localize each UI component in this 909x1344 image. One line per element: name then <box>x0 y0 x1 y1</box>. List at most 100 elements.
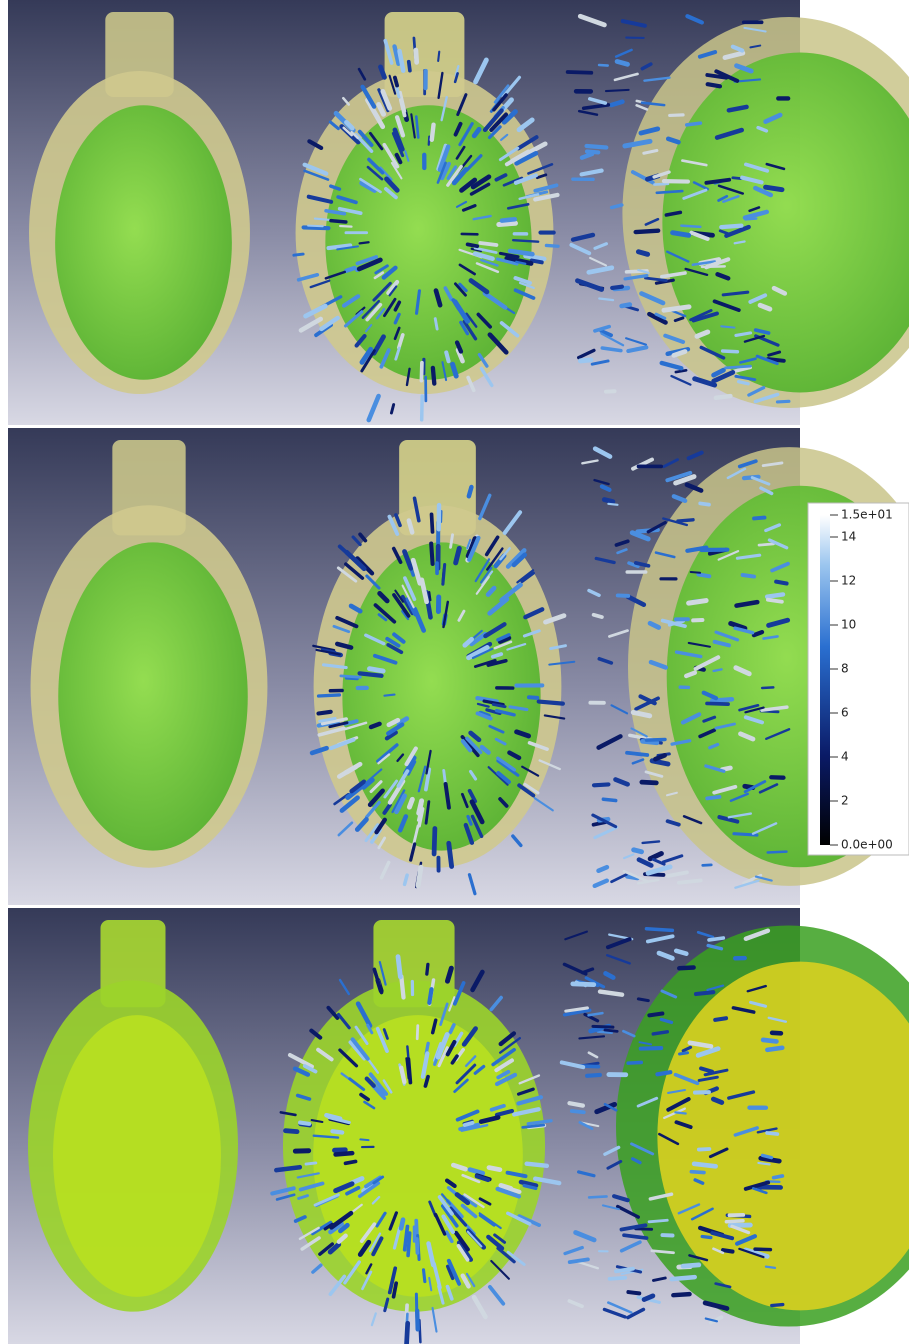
arrow <box>699 1149 710 1150</box>
arrow <box>369 669 383 671</box>
vessel-inner <box>325 105 531 380</box>
arrow <box>767 594 783 596</box>
arrow <box>646 929 672 931</box>
arrow <box>493 654 501 657</box>
arrow <box>698 574 709 576</box>
arrow <box>429 989 431 1003</box>
arrow <box>570 1259 588 1262</box>
arrow <box>653 1032 667 1034</box>
arrow <box>395 78 397 86</box>
arrow <box>318 712 330 714</box>
arrow <box>683 1265 699 1266</box>
arrow <box>417 1311 418 1330</box>
arrow <box>767 1133 777 1134</box>
arrow <box>409 799 412 807</box>
arrow <box>715 1018 726 1020</box>
arrow <box>336 1153 353 1154</box>
arrow <box>647 739 665 740</box>
arrow <box>707 75 726 78</box>
arrow <box>432 125 434 140</box>
arrow <box>696 992 713 994</box>
arrow <box>501 1185 511 1188</box>
arrow <box>691 1172 704 1173</box>
arrow <box>502 219 515 220</box>
arrow <box>687 123 701 125</box>
arrow <box>642 782 656 783</box>
arrow <box>407 1323 408 1344</box>
arrow <box>405 875 407 884</box>
arrow <box>767 1048 782 1050</box>
arrow <box>401 1068 404 1082</box>
arrow <box>633 712 649 715</box>
arrow <box>424 1270 425 1282</box>
arrow <box>469 487 472 496</box>
arrow <box>612 287 622 288</box>
arrow <box>774 1176 783 1178</box>
arrow <box>539 702 563 704</box>
arrow <box>686 673 695 676</box>
arrow <box>468 244 478 246</box>
arrow <box>489 1168 500 1170</box>
arrow <box>638 999 648 1001</box>
arrow <box>434 828 435 854</box>
arrow <box>480 243 496 245</box>
arrow <box>726 366 751 368</box>
arrow <box>676 951 686 954</box>
arrow <box>433 368 434 384</box>
arrow <box>680 1053 688 1054</box>
arrow <box>762 1155 771 1157</box>
arrow <box>346 1161 356 1163</box>
arrow <box>532 261 542 263</box>
arrow <box>766 187 782 189</box>
arrow <box>319 695 340 696</box>
render-panels <box>8 0 909 1344</box>
arrow <box>733 178 741 179</box>
arrow <box>755 1249 770 1250</box>
colorbar-tick-label: 0.0e+00 <box>841 838 893 852</box>
colorbar: 1.5e+0114121086420.0e+00 <box>808 503 909 855</box>
arrow <box>341 676 360 677</box>
arrow <box>589 1196 606 1197</box>
arrow <box>617 61 627 64</box>
arrow <box>627 753 647 755</box>
colorbar-tick-label: 4 <box>841 750 849 764</box>
arrow <box>643 841 659 842</box>
arrow <box>499 223 516 224</box>
arrow <box>675 1112 685 1113</box>
arrow <box>408 1233 410 1255</box>
arrow <box>723 351 738 352</box>
arrow <box>768 852 787 853</box>
arrow <box>443 564 445 584</box>
arrow <box>432 514 433 532</box>
arrow <box>418 867 421 886</box>
arrow <box>429 137 430 145</box>
arrow <box>346 268 354 271</box>
arrow <box>409 62 410 71</box>
colorbar-tick-label: 1.5e+01 <box>841 508 893 522</box>
arrow <box>672 1277 695 1279</box>
arrow <box>673 1294 689 1295</box>
arrow <box>745 219 756 220</box>
colorbar-tick-label: 8 <box>841 662 849 676</box>
arrow <box>417 1026 418 1039</box>
arrow <box>664 307 689 310</box>
arrow <box>762 687 773 688</box>
arrow <box>638 252 647 255</box>
arrow <box>723 1250 732 1251</box>
arrow <box>371 724 380 727</box>
arrow <box>714 669 722 671</box>
colorbar-tick-label: 2 <box>841 794 849 808</box>
arrow <box>612 205 622 208</box>
arrow <box>580 360 591 361</box>
arrow <box>708 84 720 86</box>
figure: 1.5e+0114121086420.0e+00 <box>0 0 909 1344</box>
arrow <box>768 600 782 602</box>
arrow <box>593 1026 613 1027</box>
arrow <box>398 957 400 977</box>
arrow <box>605 1030 617 1031</box>
arrow <box>634 850 642 852</box>
arrow <box>431 543 432 563</box>
arrow <box>419 801 422 813</box>
arrow <box>340 226 351 227</box>
arrow <box>572 1111 584 1112</box>
